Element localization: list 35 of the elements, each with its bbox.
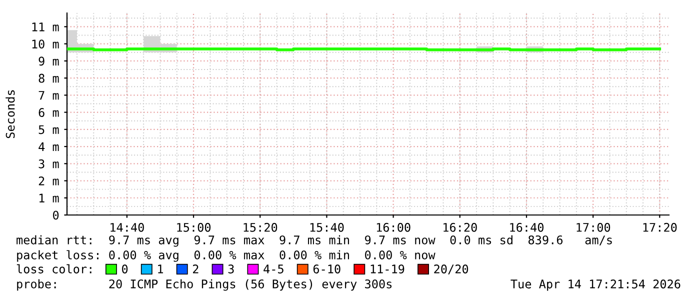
x-tick-label: 17:00 xyxy=(576,222,610,232)
y-tick-label: 4 m xyxy=(38,142,59,152)
y-tick-label: 8 m xyxy=(38,74,59,83)
y-tick-label: 3 m xyxy=(38,159,59,168)
y-tick-label: 9 m xyxy=(38,56,59,66)
legend-label: 20/20 xyxy=(434,264,468,274)
y-axis-title: Seconds xyxy=(6,90,15,138)
y-tick-label: 0 xyxy=(53,210,59,220)
legend-label: 0 xyxy=(122,264,128,274)
y-tick-label: 10 m xyxy=(32,40,59,48)
text: median rtt: 9.7 ms avg 9.7 ms max 9.7 ms min 9.7 ms now 0.0 ms sd 839.6 am/s xyxy=(16,235,612,247)
legend-label: 4-5 xyxy=(264,264,284,274)
x-tick-label: 16:20 xyxy=(444,222,477,232)
legend-label: 2 xyxy=(193,264,198,274)
text: loss color: xyxy=(16,264,92,274)
x-tick-label: 15:40 xyxy=(310,222,344,232)
x-tick-label: 16:40 xyxy=(510,222,544,232)
x-tick-label: 17:20 xyxy=(643,222,677,232)
x-tick-label: 16:00 xyxy=(376,222,410,232)
y-tick-label: 5 m xyxy=(38,125,59,134)
y-tick-label: 6 m xyxy=(38,108,59,117)
x-tick-label: 15:00 xyxy=(177,222,211,232)
y-tick-label: 7 m xyxy=(38,91,59,100)
legend-label: 6-10 xyxy=(313,264,340,274)
y-tick-label: 1 m xyxy=(39,194,59,202)
legend-label: 3 xyxy=(228,264,234,274)
x-tick-label: 14:40 xyxy=(110,222,144,232)
y-tick-label: 2 m xyxy=(38,176,59,186)
text: probe: 20 ICMP Echo Pings (56 Bytes) every 300s xyxy=(17,279,392,291)
legend-label: 11-19 xyxy=(370,264,404,274)
x-tick-label: 15:20 xyxy=(244,222,278,232)
text: packet loss: 0.00 % avg 0.00 % max 0.00 % min 0.00 % now xyxy=(17,250,436,262)
y-tick-label: 11 m xyxy=(32,22,59,32)
text: Tue Apr 14 17:21:54 2026 xyxy=(510,280,680,291)
legend-label: 1 xyxy=(158,264,163,274)
